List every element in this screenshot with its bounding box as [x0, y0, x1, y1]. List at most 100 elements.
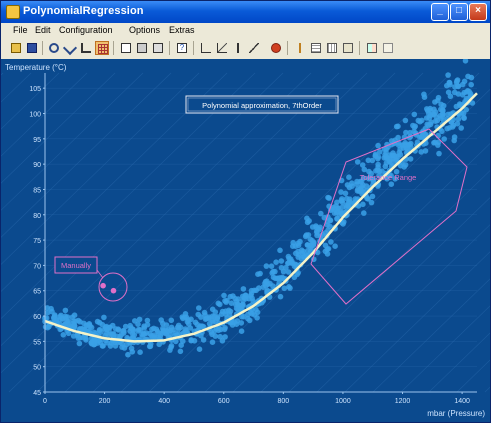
maximize-button[interactable]: □	[450, 3, 468, 21]
print-button[interactable]	[135, 41, 149, 55]
export-icon	[153, 43, 163, 53]
menu-file[interactable]: File	[13, 25, 28, 35]
data-point	[435, 142, 441, 148]
data-point	[427, 121, 434, 128]
data-point	[209, 339, 216, 346]
data-point	[432, 118, 439, 124]
data-point	[94, 318, 101, 325]
zoom-out-button[interactable]	[62, 40, 78, 56]
hatch-line	[316, 224, 490, 393]
scatter-plot[interactable]: 45 50 55 60 65 70 75 80 85 90 95 100 105 0 200 400 600 80…	[1, 59, 490, 422]
window-title: PolynomialRegression	[23, 5, 144, 17]
zoom-button[interactable]	[47, 41, 61, 55]
data-point	[123, 341, 130, 348]
title-bar[interactable]: PolynomialRegression _ □ ×	[1, 1, 490, 23]
hatch-line	[428, 332, 490, 393]
data-point	[278, 276, 285, 282]
data-point	[334, 216, 340, 222]
pan-button[interactable]	[79, 41, 93, 55]
data-point	[365, 196, 372, 202]
data-point	[361, 166, 368, 173]
data-point	[332, 243, 338, 249]
data-point	[218, 311, 225, 317]
hatch-line	[288, 197, 490, 393]
data-point	[377, 149, 383, 155]
layout-icon	[367, 43, 377, 53]
copy-button[interactable]	[119, 41, 133, 55]
y-tick-label: 65	[33, 289, 41, 296]
color-button[interactable]	[269, 41, 283, 55]
data-point	[407, 156, 414, 162]
window-icon	[383, 43, 393, 53]
data-point	[157, 333, 164, 339]
data-point	[76, 340, 83, 347]
toolbar-separator	[169, 41, 170, 55]
data-point	[359, 189, 366, 195]
menu-configuration[interactable]: Configuration	[59, 25, 113, 35]
table-button[interactable]	[309, 41, 323, 55]
export-button[interactable]	[151, 41, 165, 55]
data-point	[175, 322, 182, 329]
axis-button[interactable]	[199, 41, 213, 55]
data-point	[314, 232, 320, 239]
minimize-icon: _	[437, 5, 443, 16]
data-point	[103, 330, 110, 337]
data-point	[240, 297, 246, 304]
data-point	[173, 338, 179, 345]
maximize-icon: □	[455, 5, 463, 16]
data-point	[376, 172, 382, 179]
data-point	[70, 333, 77, 339]
close-icon: ×	[475, 5, 481, 16]
open-button[interactable]	[9, 41, 23, 55]
hatch-line	[1, 72, 172, 238]
data-point	[197, 323, 204, 329]
scale-button[interactable]	[215, 41, 229, 55]
data-point	[452, 84, 458, 90]
data-point	[393, 123, 400, 130]
line-button[interactable]	[247, 41, 261, 55]
hatch-line	[260, 170, 490, 393]
data-point	[198, 332, 204, 339]
data-point	[112, 343, 119, 349]
y-tick-label: 90	[33, 162, 41, 169]
data-point	[278, 265, 285, 271]
close-button[interactable]: ×	[469, 3, 487, 21]
window-button[interactable]	[381, 41, 395, 55]
data-button[interactable]	[325, 41, 339, 55]
data-point	[435, 94, 442, 101]
data-point	[316, 226, 323, 233]
data-point	[411, 124, 418, 131]
menu-bar: File Edit Configuration Options Extras	[1, 23, 490, 37]
data-point	[91, 337, 98, 343]
menu-edit[interactable]: Edit	[35, 25, 51, 35]
fit-button[interactable]	[293, 41, 307, 55]
app-icon	[6, 5, 20, 19]
data-point	[375, 161, 381, 168]
grid-button[interactable]	[95, 41, 109, 55]
axis-icon	[201, 43, 211, 53]
data-point	[139, 331, 145, 338]
layout-button[interactable]	[365, 41, 379, 55]
settings-button[interactable]	[341, 41, 355, 55]
x-tick-label: 800	[278, 398, 290, 405]
menu-options[interactable]: Options	[129, 25, 161, 35]
help-button[interactable]: ?	[175, 41, 189, 55]
chart-title-inner-box	[187, 97, 337, 112]
minimize-button[interactable]: _	[431, 3, 449, 21]
x-tick-label: 1000	[335, 398, 351, 405]
hatch-line	[1, 72, 284, 347]
hatch-line	[1, 72, 116, 184]
y-axis-label: Temperature (°C)	[5, 63, 67, 72]
data-point	[463, 106, 470, 113]
data-point	[461, 114, 467, 121]
zoom-icon	[49, 43, 59, 53]
data-point	[445, 72, 451, 78]
data-point	[369, 193, 376, 200]
save-button[interactable]	[25, 41, 39, 55]
hatch-line	[456, 359, 490, 393]
menu-extras[interactable]: Extras	[169, 25, 195, 35]
data-point	[71, 324, 78, 330]
chart-panel[interactable]: Temperature (°C) 45 50 55 60 65 70 75 80 85 90 95 1…	[1, 59, 490, 422]
data-point	[455, 116, 462, 122]
marker-button[interactable]	[231, 41, 245, 55]
